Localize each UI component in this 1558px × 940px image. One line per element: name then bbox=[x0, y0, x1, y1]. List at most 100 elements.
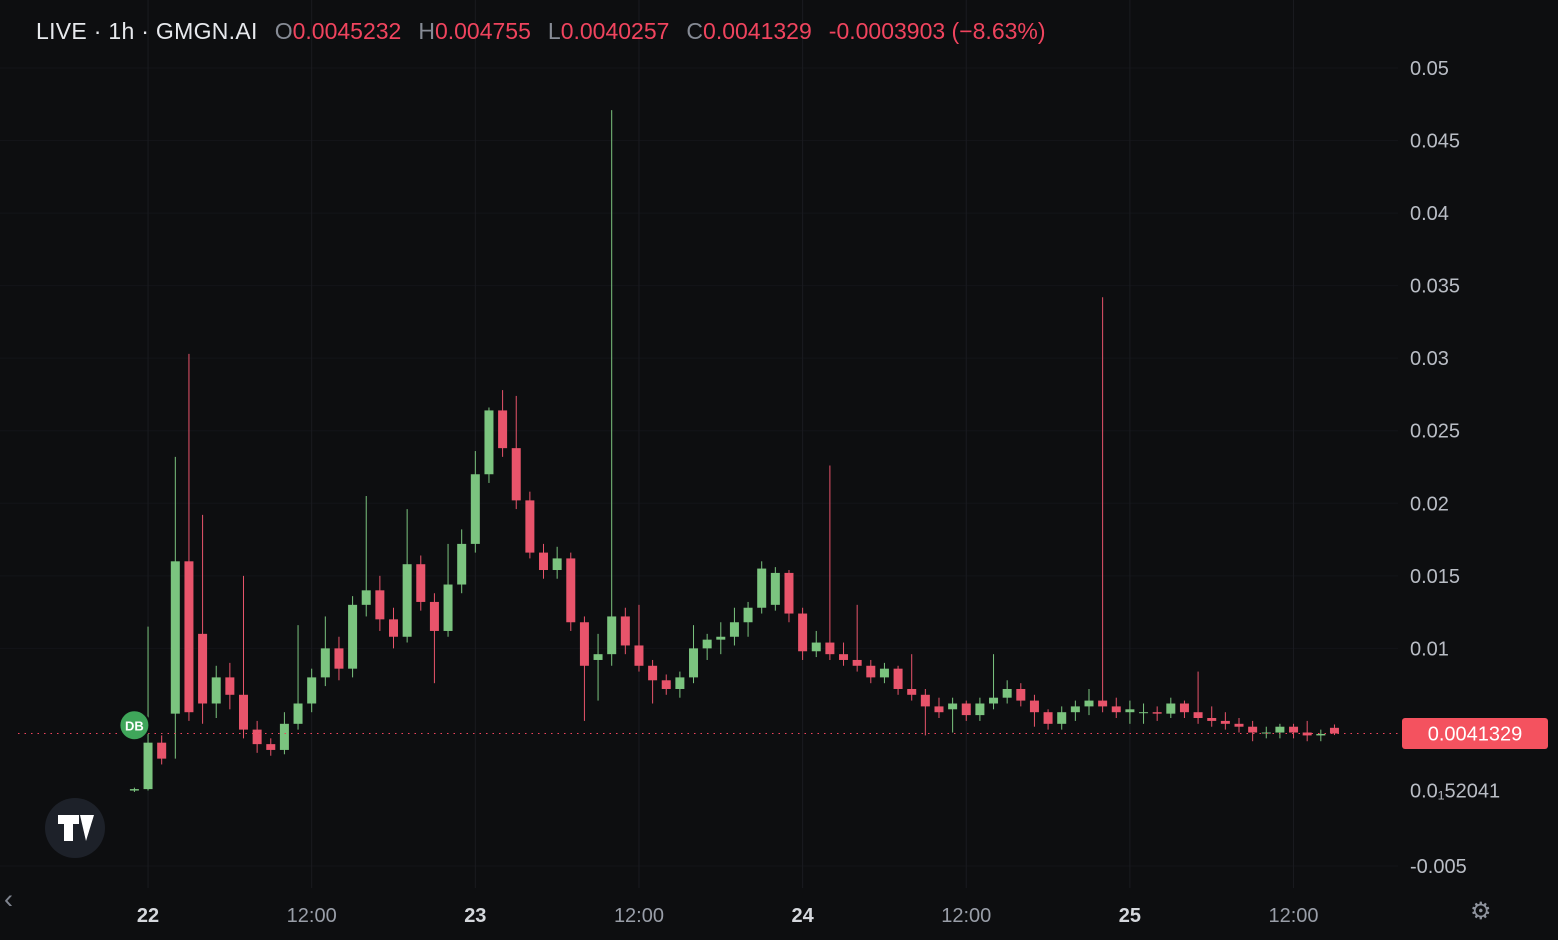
candle-body bbox=[770, 572, 780, 605]
candle-body bbox=[1329, 727, 1339, 734]
candle-body bbox=[402, 564, 412, 637]
time-axis-label[interactable]: 25 bbox=[1119, 905, 1141, 927]
candle-body bbox=[1289, 726, 1299, 733]
candle-body bbox=[579, 622, 589, 666]
candle-body bbox=[498, 410, 508, 449]
candle-body bbox=[457, 543, 467, 585]
candle-body bbox=[620, 616, 630, 646]
candle-body bbox=[893, 668, 903, 689]
candle-body bbox=[279, 723, 289, 750]
candle-body bbox=[1302, 732, 1312, 736]
candle-body bbox=[675, 677, 685, 689]
candle-body bbox=[1275, 726, 1285, 733]
ohlc-close: C 0.0041329 bbox=[686, 18, 811, 45]
candle-body bbox=[961, 703, 971, 716]
ohlc-open-value: 0.0045232 bbox=[292, 18, 402, 44]
price-axis-zero-label: 0.0₁52041 bbox=[1410, 781, 1500, 803]
time-axis-label[interactable]: 22 bbox=[137, 905, 159, 927]
time-axis-label[interactable]: 12:00 bbox=[287, 905, 337, 927]
price-axis-label: 0.02 bbox=[1410, 493, 1449, 515]
price-axis-label: 0.03 bbox=[1410, 348, 1449, 370]
candle-body bbox=[211, 677, 221, 704]
candle-body bbox=[184, 561, 194, 713]
candle-body bbox=[1043, 712, 1053, 724]
current-price-badge-label: 0.0041329 bbox=[1428, 723, 1523, 745]
candle-body bbox=[689, 648, 699, 678]
time-axis-label[interactable]: 12:00 bbox=[941, 905, 991, 927]
candle-body bbox=[907, 688, 917, 695]
price-axis-label: 0.045 bbox=[1410, 131, 1460, 153]
price-axis-label: 0.015 bbox=[1410, 566, 1460, 588]
candle-body bbox=[1248, 726, 1258, 733]
candle-body bbox=[539, 552, 549, 571]
candle-body bbox=[1234, 723, 1244, 727]
candle-body bbox=[1207, 718, 1217, 721]
candle-body bbox=[129, 789, 139, 791]
candle-body bbox=[375, 590, 385, 620]
candle-body bbox=[1098, 700, 1108, 707]
candle-body bbox=[389, 619, 399, 637]
time-axis-label[interactable]: 23 bbox=[464, 905, 486, 927]
time-axis-label[interactable]: 12:00 bbox=[1269, 905, 1319, 927]
current-price-badge bbox=[1402, 717, 1548, 749]
candle-body bbox=[634, 645, 644, 666]
candle-body bbox=[702, 639, 712, 649]
price-change-value: -0.0003903 (−8.63%) bbox=[828, 18, 1046, 44]
candle-body bbox=[416, 564, 426, 602]
candle-body bbox=[334, 648, 344, 669]
candle-body bbox=[170, 561, 180, 714]
candle-body bbox=[743, 607, 753, 623]
candle-body bbox=[1316, 733, 1326, 736]
candle-body bbox=[729, 622, 739, 637]
candle-body bbox=[252, 729, 262, 745]
candle-body bbox=[1193, 712, 1203, 719]
candle-body bbox=[511, 448, 521, 501]
candle-body bbox=[525, 500, 535, 553]
price-axis-label: 0.025 bbox=[1410, 421, 1460, 443]
ohlc-close-value: 0.0041329 bbox=[703, 18, 812, 44]
candle-body bbox=[157, 742, 167, 759]
candle-body bbox=[225, 677, 235, 695]
candle-body bbox=[429, 601, 439, 631]
candle-body bbox=[593, 654, 603, 660]
scroll-left-chevron-icon[interactable]: ‹ bbox=[4, 884, 13, 914]
ohlc-low-label: L bbox=[547, 18, 561, 44]
candle-body bbox=[320, 648, 330, 678]
ohlc-high-label: H bbox=[418, 18, 435, 44]
candle-body bbox=[1166, 703, 1176, 714]
candle-body bbox=[757, 568, 767, 608]
price-axis-label: 0.01 bbox=[1410, 638, 1449, 660]
price-axis-label: -0.005 bbox=[1410, 856, 1467, 878]
candle-body bbox=[361, 590, 371, 605]
settings-gear-icon[interactable]: ⚙ bbox=[1470, 898, 1492, 925]
candle-body bbox=[1152, 712, 1162, 714]
candle-body bbox=[238, 694, 248, 730]
candle-body bbox=[1139, 712, 1149, 714]
candle-body bbox=[307, 677, 317, 704]
symbol-interval-title[interactable]: LIVE · 1h · GMGN.AI bbox=[36, 18, 258, 44]
candle-body bbox=[293, 703, 303, 724]
chart-header: LIVE · 1h · GMGN.AI O 0.0045232 H 0.0047… bbox=[36, 18, 1046, 45]
candle-body bbox=[566, 558, 576, 623]
candle-body bbox=[607, 616, 617, 655]
candle-body bbox=[1057, 712, 1067, 724]
candle-body bbox=[934, 706, 944, 713]
candle-body bbox=[1016, 688, 1026, 701]
time-axis-label[interactable]: 12:00 bbox=[614, 905, 664, 927]
candle-body bbox=[852, 659, 862, 666]
candle-body bbox=[143, 742, 153, 790]
time-axis-label[interactable]: 24 bbox=[791, 905, 814, 927]
tradingview-logo[interactable] bbox=[45, 798, 105, 858]
ohlc-close-label: C bbox=[686, 18, 704, 44]
candle-body bbox=[443, 584, 453, 631]
candle-body bbox=[811, 642, 821, 652]
candle-body bbox=[348, 604, 358, 669]
ohlc-low: L 0.0040257 bbox=[548, 18, 670, 45]
candle-body bbox=[1125, 709, 1135, 713]
ohlc-low-value: 0.0040257 bbox=[560, 18, 670, 44]
candle-body bbox=[1220, 720, 1230, 724]
price-axis-label: 0.05 bbox=[1410, 58, 1449, 80]
db-marker bbox=[118, 709, 151, 742]
